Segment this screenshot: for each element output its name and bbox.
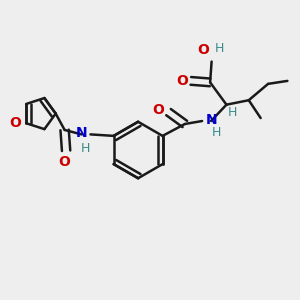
- Text: N: N: [206, 112, 217, 127]
- Text: O: O: [152, 103, 164, 117]
- Text: O: O: [59, 155, 70, 169]
- Text: H: H: [81, 142, 90, 155]
- Text: H: H: [214, 42, 224, 55]
- Text: H: H: [212, 126, 222, 140]
- Text: O: O: [197, 43, 208, 57]
- Text: O: O: [9, 116, 21, 130]
- Text: N: N: [75, 126, 87, 140]
- Text: O: O: [176, 74, 188, 88]
- Text: H: H: [228, 106, 237, 119]
